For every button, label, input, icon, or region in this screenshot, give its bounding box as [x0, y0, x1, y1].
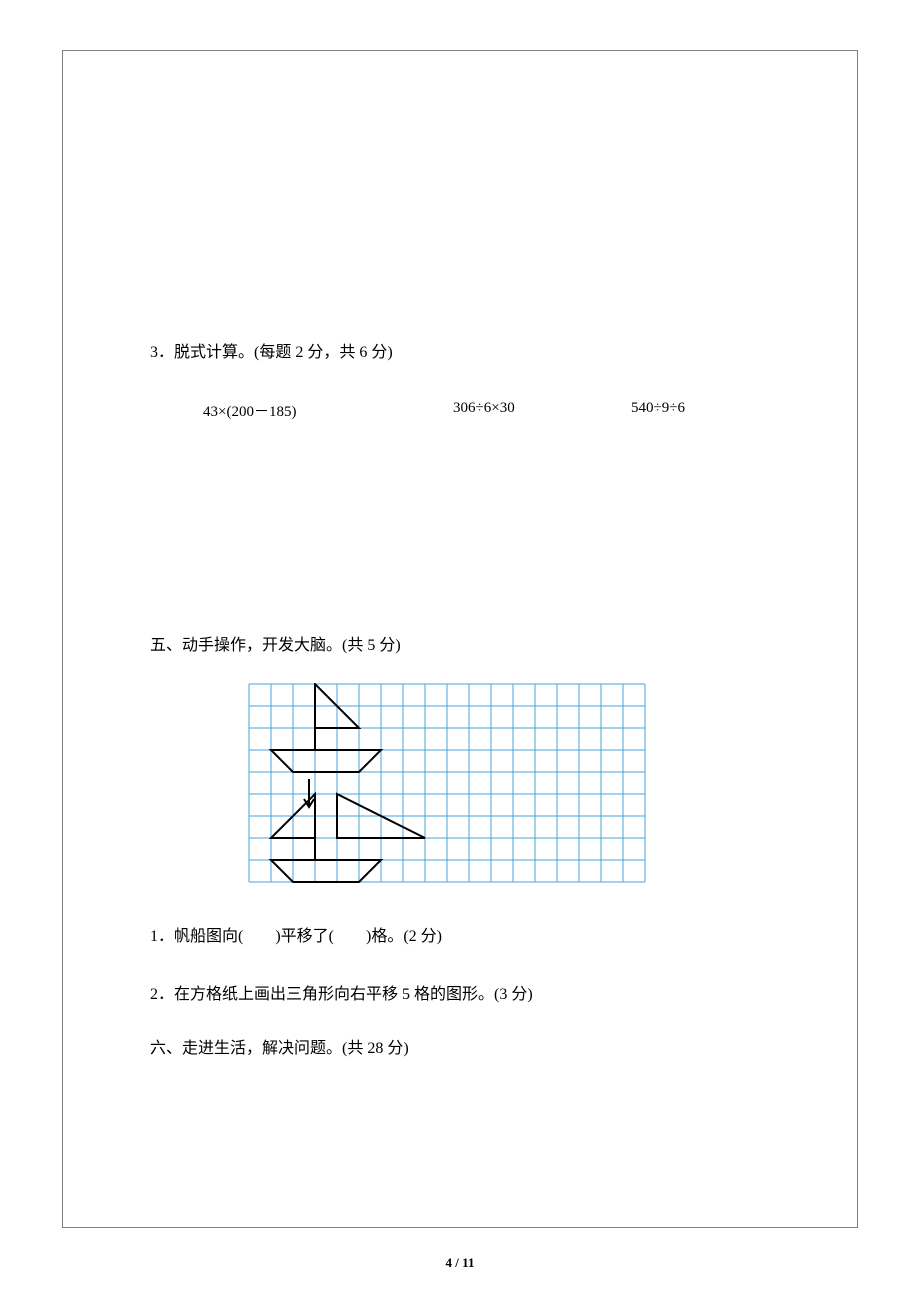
page-number: 4 / 11 [0, 1255, 920, 1271]
q3-problem-1: 43×(200－185) [203, 400, 453, 421]
page-content: 3．脱式计算。(每题 2 分，共 6 分) 43×(200－185) 306÷6… [150, 338, 770, 1058]
section6-title: 六、走进生活，解决问题。(共 28 分) [150, 1034, 770, 1058]
q3-title: 3．脱式计算。(每题 2 分，共 6 分) [150, 338, 770, 362]
q3-problem-2: 306÷6×30 [453, 400, 631, 421]
grid-diagram [150, 683, 770, 888]
q3-problems: 43×(200－185) 306÷6×30 540÷9÷6 [150, 400, 770, 421]
q3-problem-3: 540÷9÷6 [631, 400, 685, 421]
q5-1: 1．帆船图向( )平移了( )格。(2 分) [150, 922, 770, 946]
q5-2: 2．在方格纸上画出三角形向右平移 5 格的图形。(3 分) [150, 980, 770, 1004]
section5-title: 五、动手操作，开发大脑。(共 5 分) [150, 631, 770, 655]
